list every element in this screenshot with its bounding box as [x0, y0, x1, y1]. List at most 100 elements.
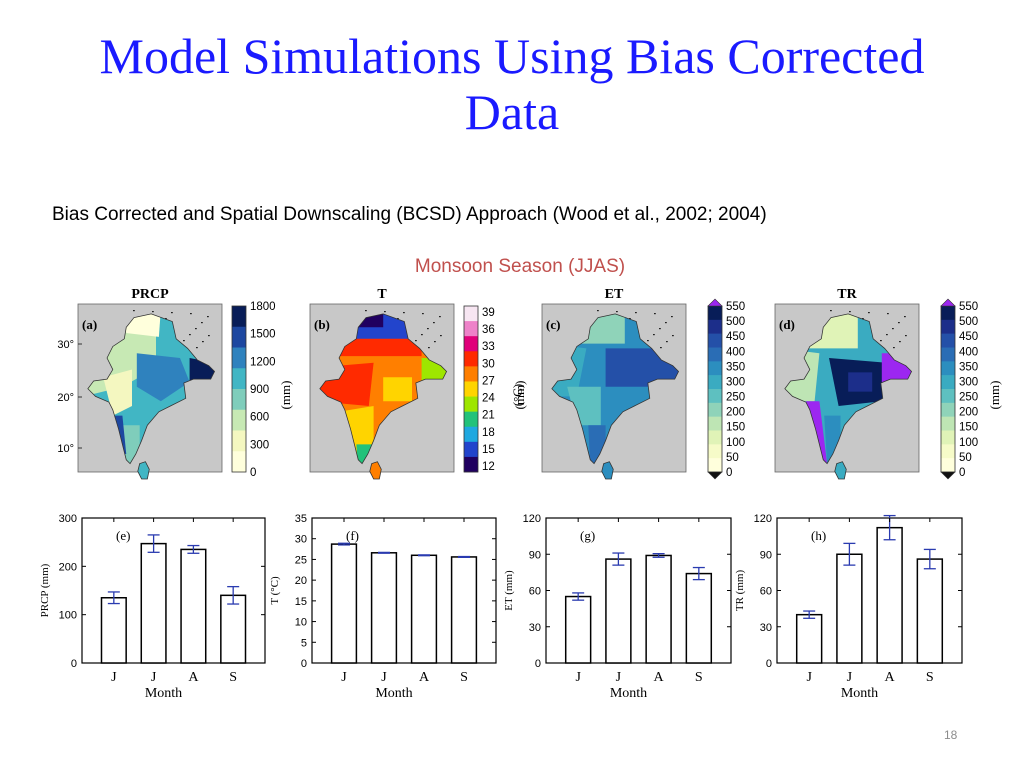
colorbar-swatch — [708, 361, 722, 376]
colorbar-swatch — [708, 402, 722, 417]
colorbar-tick-label: 50 — [726, 452, 739, 464]
chart-panel-label: (g) — [580, 528, 595, 543]
x-axis-label: Month — [375, 686, 412, 701]
colorbar-swatch — [708, 347, 722, 362]
colorbar: 39 36 33 30 27 24 21 18 15 12 — [463, 305, 495, 473]
colorbar-swatch — [464, 426, 478, 443]
y-tick-label: 10 — [295, 617, 307, 629]
colorbar-swatch — [708, 306, 722, 321]
colorbar-swatch — [941, 402, 955, 417]
colorbar-tick-label: 250 — [726, 392, 745, 404]
x-tick-label: J — [575, 670, 581, 685]
bar-chart-et: 0 30 60 90 120 J J A S (g) Month ET (mm) — [503, 513, 732, 701]
colorbar-swatch — [941, 361, 955, 376]
page-number: 18 — [944, 728, 958, 742]
colorbar-tick-label: 450 — [726, 331, 745, 343]
colorbar-swatch — [708, 444, 722, 459]
bar — [220, 594, 247, 664]
colorbar-swatch — [708, 458, 722, 473]
y-tick-label: 0 — [766, 658, 772, 670]
x-tick-label: J — [151, 670, 157, 685]
colorbar-tick-label: 550 — [959, 301, 978, 313]
colorbar-tick-label: 250 — [959, 392, 978, 404]
map-panel-label: (b) — [314, 317, 330, 332]
colorbar-tick-label: 600 — [250, 412, 269, 424]
colorbar-tick-label: 100 — [726, 437, 745, 449]
y-tick-label: 25 — [295, 554, 307, 566]
colorbar-tick-label: 15 — [482, 444, 495, 456]
colorbar-bottom-triangle — [940, 471, 956, 480]
colorbar-tick-label: 400 — [726, 346, 745, 358]
colorbar-tick-label: 550 — [726, 301, 745, 313]
colorbar-swatch — [941, 444, 955, 459]
colorbar-tick-label: 350 — [959, 361, 978, 373]
latitude-label: 10° — [57, 443, 74, 455]
x-tick-label: J — [806, 670, 812, 685]
x-axis-label: Month — [145, 686, 182, 701]
colorbar-swatch — [464, 366, 478, 382]
colorbar-swatch — [941, 319, 955, 334]
bar — [180, 548, 207, 664]
bar — [685, 572, 713, 664]
colorbar-tick-label: 200 — [726, 407, 745, 419]
colorbar-swatch — [464, 306, 478, 322]
colorbar-top-triangle — [940, 298, 956, 307]
colorbar-tick-label: 1200 — [250, 356, 276, 368]
y-tick-label: 35 — [295, 513, 307, 525]
bar — [410, 554, 438, 664]
colorbar-tick-label: 500 — [959, 316, 978, 328]
colorbar-swatch — [708, 333, 722, 348]
bar — [916, 558, 944, 664]
colorbar-tick-label: 150 — [959, 422, 978, 434]
colorbar-swatch — [464, 411, 478, 428]
bar — [645, 554, 672, 664]
x-tick-label: S — [229, 670, 237, 685]
colorbar-swatch — [232, 368, 246, 390]
y-tick-label: 15 — [295, 596, 307, 608]
x-tick-label: A — [654, 670, 665, 685]
map-panel-label: (c) — [546, 317, 560, 332]
colorbar-tick-label: 200 — [959, 407, 978, 419]
y-tick-label: 30 — [760, 622, 772, 634]
y-tick-label: 300 — [59, 513, 77, 525]
y-tick-label: 120 — [754, 513, 772, 525]
colorbar-swatch — [232, 451, 246, 473]
colorbar-swatch — [708, 319, 722, 334]
y-tick-label: 5 — [301, 637, 307, 649]
map-title: TR — [837, 287, 857, 302]
y-tick-label: 30 — [295, 534, 307, 546]
colorbar-swatch — [941, 416, 955, 431]
colorbar-swatch — [708, 375, 722, 390]
colorbar-tick-label: 24 — [482, 393, 495, 405]
bar-chart-tr: 0 30 60 90 120 J J A S (h) Month TR (mm) — [734, 513, 963, 701]
colorbar-swatch — [232, 306, 246, 328]
bar — [370, 552, 398, 664]
colorbar-tick-label: 1500 — [250, 329, 276, 341]
bar — [330, 543, 358, 664]
x-tick-label: S — [460, 670, 468, 685]
colorbar-swatch — [464, 396, 478, 412]
colorbar-tick-label: 450 — [959, 331, 978, 343]
y-tick-label: 0 — [301, 658, 307, 670]
colorbar-frame — [231, 305, 247, 473]
map-title: ET — [605, 287, 624, 302]
colorbar-frame — [463, 305, 479, 473]
colorbar-swatch — [464, 381, 478, 397]
colorbar-tick-label: 900 — [250, 384, 269, 396]
colorbar-swatch — [464, 321, 478, 337]
colorbar-swatch — [941, 389, 955, 404]
y-tick-label: 30 — [529, 622, 541, 634]
map-unit-label: (mm) — [987, 381, 1002, 410]
colorbar-swatch — [464, 441, 478, 458]
slide-subtitle: Bias Corrected and Spatial Downscaling (… — [52, 204, 767, 225]
bar — [605, 558, 632, 664]
colorbar-swatch — [464, 456, 478, 473]
bar — [836, 553, 863, 664]
colorbar-tick-label: 30 — [482, 358, 495, 370]
colorbar-tick-label: 500 — [726, 316, 745, 328]
colorbar: 1800 1500 1200 900 600 300 0 — [231, 301, 276, 479]
latitude-label: 30° — [57, 339, 74, 351]
